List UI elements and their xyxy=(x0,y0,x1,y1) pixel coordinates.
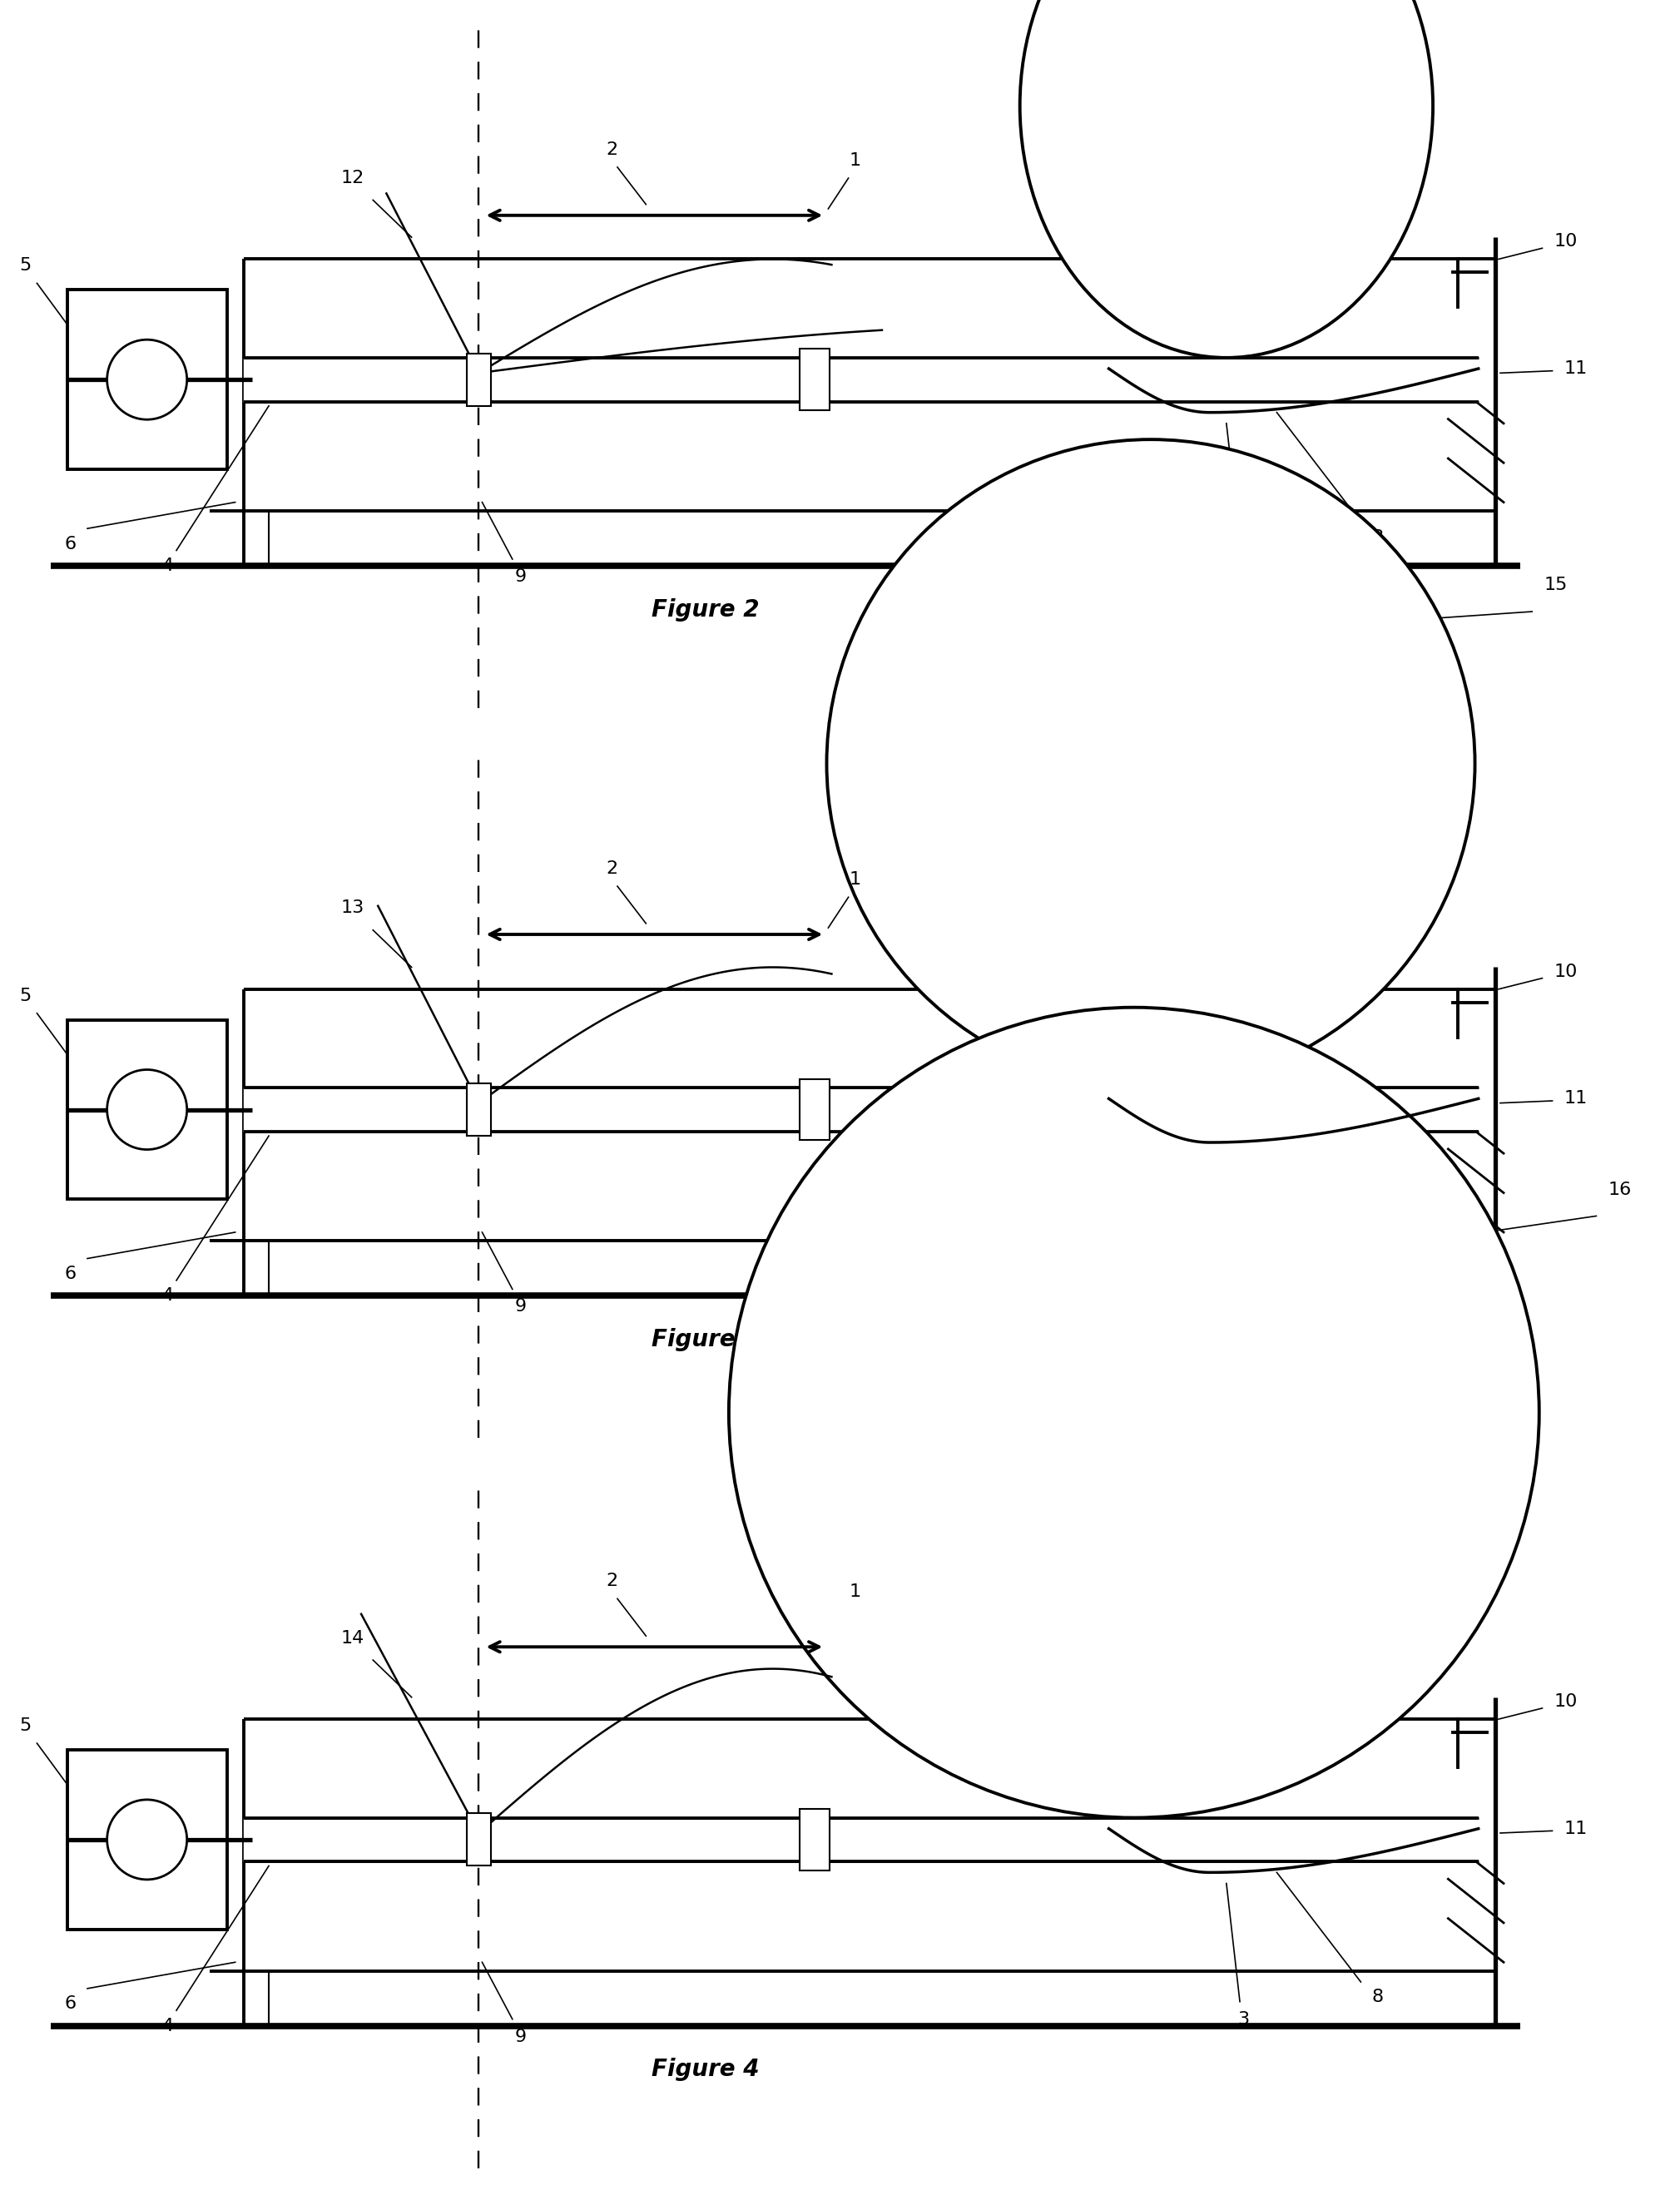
Text: 2: 2 xyxy=(606,142,618,158)
Text: 8: 8 xyxy=(1373,530,1383,545)
Ellipse shape xyxy=(729,1007,1539,1818)
Ellipse shape xyxy=(1020,0,1433,357)
Text: 5: 5 xyxy=(18,1717,32,1734)
Text: 4: 4 xyxy=(163,558,173,574)
Ellipse shape xyxy=(108,1069,186,1150)
Ellipse shape xyxy=(108,1800,186,1879)
Text: 9: 9 xyxy=(516,1299,526,1314)
Text: 11: 11 xyxy=(1564,1091,1588,1106)
Text: 2: 2 xyxy=(606,1572,618,1590)
Text: 10: 10 xyxy=(1554,234,1578,250)
Bar xyxy=(800,1809,830,1870)
Bar xyxy=(800,1080,830,1141)
Text: 8: 8 xyxy=(1373,1259,1383,1275)
Text: 10: 10 xyxy=(1554,1693,1578,1710)
Text: 14: 14 xyxy=(341,1629,365,1647)
Bar xyxy=(67,1750,227,1929)
Text: 1: 1 xyxy=(850,872,860,887)
Text: 10: 10 xyxy=(1554,964,1578,979)
Text: 11: 11 xyxy=(1564,361,1588,377)
Text: Figure 2: Figure 2 xyxy=(652,598,759,622)
Text: 12: 12 xyxy=(341,171,365,186)
Text: 6: 6 xyxy=(66,537,76,552)
Text: 4: 4 xyxy=(163,1288,173,1303)
Ellipse shape xyxy=(108,339,186,420)
Text: 5: 5 xyxy=(18,988,32,1003)
Bar xyxy=(67,289,227,469)
Text: 11: 11 xyxy=(1564,1820,1588,1837)
Text: 6: 6 xyxy=(66,1266,76,1281)
Bar xyxy=(67,1021,227,1200)
Text: 3: 3 xyxy=(1238,2010,1248,2028)
Text: 1: 1 xyxy=(850,153,860,169)
Text: 1: 1 xyxy=(850,1583,860,1601)
Ellipse shape xyxy=(827,440,1475,1088)
Text: 15: 15 xyxy=(1544,576,1567,593)
Text: Figure 3: Figure 3 xyxy=(652,1327,759,1351)
Text: 13: 13 xyxy=(341,900,365,915)
Bar xyxy=(800,348,830,410)
Text: 4: 4 xyxy=(163,2017,173,2035)
Text: 9: 9 xyxy=(516,2028,526,2045)
Text: 3: 3 xyxy=(1238,1281,1248,1296)
Text: 2: 2 xyxy=(606,861,618,876)
Text: 8: 8 xyxy=(1373,1989,1383,2006)
Text: 6: 6 xyxy=(66,1995,76,2013)
Bar xyxy=(467,1813,491,1866)
Bar xyxy=(467,353,491,405)
Text: 9: 9 xyxy=(516,569,526,585)
Text: 5: 5 xyxy=(18,258,32,274)
Bar xyxy=(467,1084,491,1137)
Text: Figure 4: Figure 4 xyxy=(652,2059,759,2080)
Text: 16: 16 xyxy=(1608,1180,1631,1198)
Text: 3: 3 xyxy=(1238,552,1248,567)
